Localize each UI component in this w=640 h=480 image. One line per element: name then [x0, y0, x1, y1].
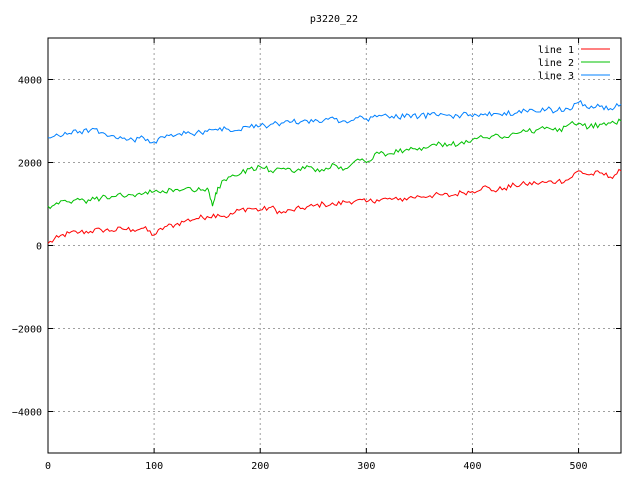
series-line-3 — [47, 100, 622, 144]
series-line-2 — [47, 118, 622, 210]
series-layer — [47, 100, 622, 244]
series-line-1 — [47, 168, 622, 244]
x-tick-label: 300 — [357, 461, 375, 472]
y-tick-label: 4000 — [18, 76, 42, 87]
ticks: 0 100 200 300 400 500 4000 2000 0 −2000 −4000 — [12, 38, 621, 472]
legend: line 1 line 2 line 3 — [538, 45, 610, 82]
x-tick-label: 100 — [145, 461, 163, 472]
legend-label-3: line 3 — [538, 71, 574, 82]
y-tick-label: −4000 — [12, 408, 42, 419]
x-tick-label: 500 — [570, 461, 588, 472]
legend-label-2: line 2 — [538, 58, 574, 69]
y-tick-label: 0 — [36, 242, 42, 253]
legend-label-1: line 1 — [538, 45, 574, 56]
grid — [48, 38, 621, 453]
x-tick-label: 0 — [45, 461, 51, 472]
chart-title: p3220_22 — [310, 14, 358, 25]
y-tick-label: 2000 — [18, 159, 42, 170]
y-tick-label: −2000 — [12, 325, 42, 336]
x-tick-label: 200 — [251, 461, 269, 472]
x-tick-label: 400 — [463, 461, 481, 472]
